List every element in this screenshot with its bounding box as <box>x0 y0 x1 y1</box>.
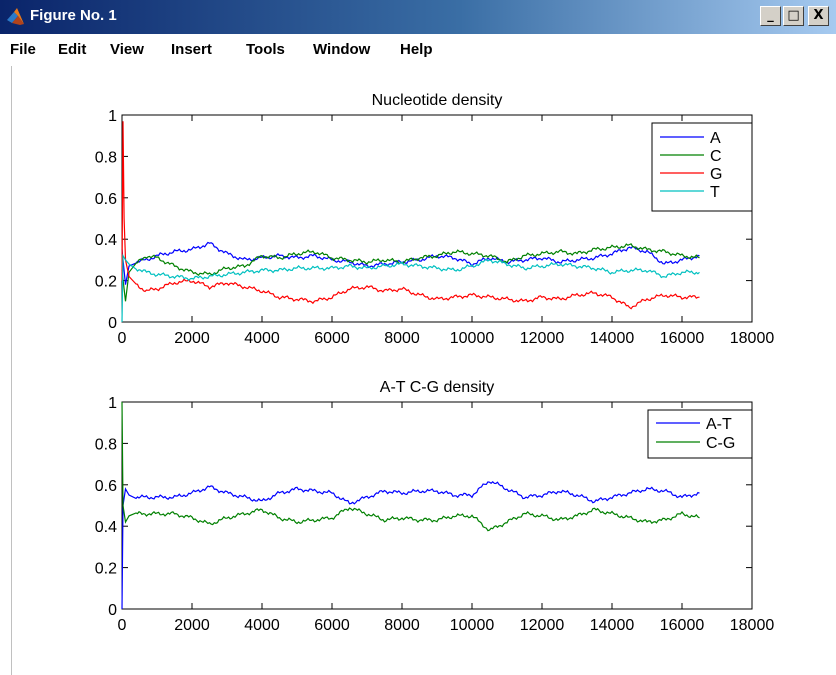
y-tick-label: 0.8 <box>95 436 117 453</box>
minimize-button[interactable]: _ <box>760 6 781 26</box>
x-tick-label: 18000 <box>730 330 775 347</box>
chart-panel-1: 0 2000 4000 6000 8000 10000 12000 14000 16000 180… <box>95 92 775 347</box>
x-tick-label: 2000 <box>174 617 210 634</box>
y-tick-label: 0.6 <box>95 191 117 208</box>
y-tick-label: 0 <box>108 602 117 619</box>
menu-insert[interactable]: Insert <box>171 41 212 58</box>
title-bar[interactable]: Figure No. 1 _ □ X <box>0 0 836 34</box>
menu-bar: File Edit View Insert Tools Window Help <box>0 38 836 64</box>
x-tick-label: 4000 <box>244 617 280 634</box>
x-tick-label: 6000 <box>314 330 350 347</box>
menu-file[interactable]: File <box>10 41 36 58</box>
y-tick-label: 0 <box>108 315 117 332</box>
series-line-C <box>121 243 700 302</box>
y-tick-label: 0.2 <box>95 274 117 291</box>
x-tick-label: 16000 <box>660 330 705 347</box>
y-tick-label: 1 <box>108 108 117 125</box>
legend-box <box>651 122 753 212</box>
x-tick-label: 14000 <box>590 617 635 634</box>
x-tick-label: 0 <box>118 330 127 347</box>
chart-title: A-T C-G density <box>380 379 494 396</box>
x-tick-label: 10000 <box>450 617 495 634</box>
menu-view[interactable]: View <box>110 41 144 58</box>
legend-label-C-G: C-G <box>706 435 735 452</box>
window-title: Figure No. 1 <box>30 7 117 24</box>
legend-label-C: C <box>710 148 722 165</box>
x-tick-label: 2000 <box>174 330 210 347</box>
x-tick-label: 8000 <box>384 330 420 347</box>
x-tick-label: 12000 <box>520 617 565 634</box>
x-tick-label: 18000 <box>730 617 775 634</box>
y-tick-label: 0.6 <box>95 478 117 495</box>
legend-label-A-T: A-T <box>706 416 732 433</box>
menu-window[interactable]: Window <box>313 41 371 58</box>
legend-label-T: T <box>710 184 720 201</box>
close-button[interactable]: X <box>808 6 829 26</box>
y-tick-label: 0.4 <box>95 519 117 536</box>
legend-label-G: G <box>710 166 722 183</box>
y-tick-label: 0.4 <box>95 232 117 249</box>
series-line-T <box>121 253 700 323</box>
frame-border <box>11 66 12 675</box>
menu-tools[interactable]: Tools <box>246 41 285 58</box>
y-tick-label: 1 <box>108 395 117 412</box>
series-line-A-T <box>121 480 700 610</box>
series-line-G <box>121 121 700 310</box>
x-tick-label: 14000 <box>590 330 635 347</box>
y-tick-label: 0.2 <box>95 561 117 578</box>
x-tick-label: 10000 <box>450 330 495 347</box>
x-tick-label: 12000 <box>520 330 565 347</box>
y-tick-label: 0.8 <box>95 149 117 166</box>
x-tick-label: 16000 <box>660 617 705 634</box>
matlab-logo-icon <box>7 8 24 25</box>
menu-help[interactable]: Help <box>400 41 433 58</box>
maximize-button[interactable]: □ <box>783 6 804 26</box>
plot-area <box>121 401 753 610</box>
chart-panel-2: 0 2000 4000 6000 8000 10000 12000 14000 16000 180… <box>95 379 775 634</box>
legend-box <box>647 409 753 459</box>
plot-area <box>121 114 753 323</box>
series-line-C-G <box>121 401 700 532</box>
x-tick-label: 6000 <box>314 617 350 634</box>
figure-canvas: 0 2000 4000 6000 8000 10000 12000 14000 16000 180… <box>95 92 775 634</box>
x-tick-label: 4000 <box>244 330 280 347</box>
legend-label-A: A <box>710 130 721 147</box>
chart-title: Nucleotide density <box>372 92 503 109</box>
x-tick-label: 0 <box>118 617 127 634</box>
menu-edit[interactable]: Edit <box>58 41 87 58</box>
x-tick-label: 8000 <box>384 617 420 634</box>
